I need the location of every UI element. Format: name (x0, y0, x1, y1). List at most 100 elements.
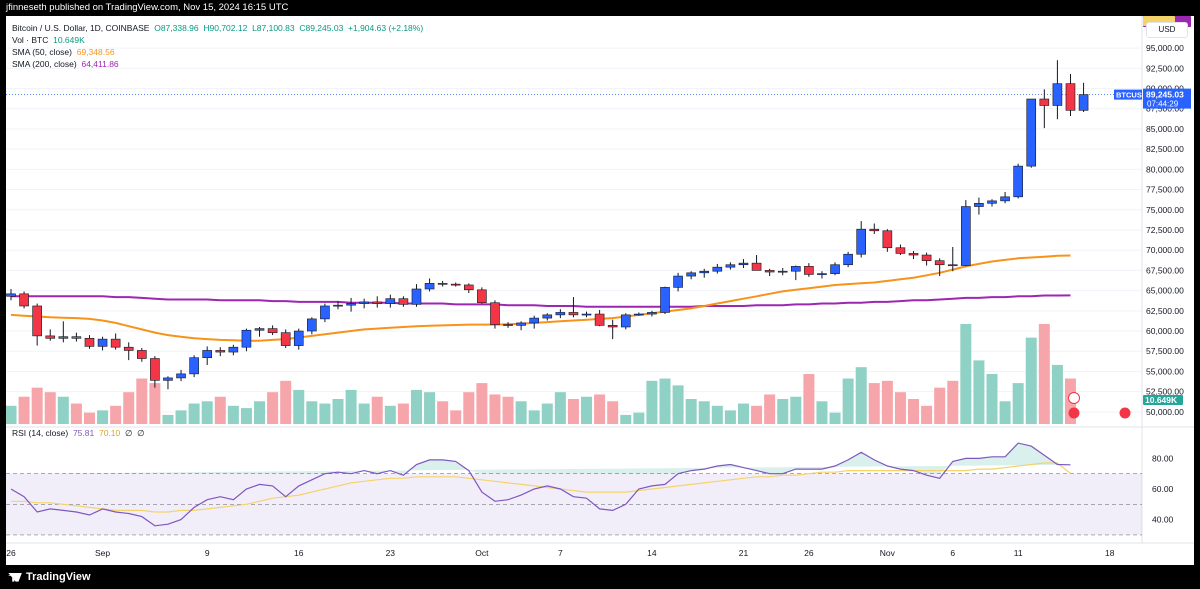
candle-body (555, 312, 566, 316)
price-tick-label: 72,500.00 (1146, 225, 1184, 235)
candle-body (725, 264, 736, 268)
rsi-axis: 80.00 60.00 40.00 (1152, 453, 1174, 524)
candle-body (686, 272, 696, 277)
volume-bar (894, 392, 906, 424)
last-price-text: 89,245.03 (1146, 90, 1184, 100)
volume-bar (83, 412, 95, 424)
rsi-path (10, 442, 1071, 527)
candle-body (843, 253, 853, 266)
sma50-line (10, 254, 1071, 342)
candle (110, 333, 121, 350)
rsi-tick-label: 80.00 (1152, 453, 1174, 463)
volume-bar (724, 410, 736, 424)
candle-body (934, 260, 945, 266)
volume-bar (136, 378, 148, 424)
volume-bar (999, 401, 1011, 424)
candle-body (1013, 165, 1023, 198)
candle-body (987, 200, 997, 204)
candle-body (777, 270, 788, 273)
candle (934, 258, 945, 277)
candle (163, 376, 173, 390)
flag-icon (1119, 407, 1131, 419)
brand-name: TradingView (26, 571, 91, 583)
time-tick-label: 26 (6, 548, 16, 558)
candle-body (751, 262, 762, 271)
rsi-ma-value: 70.10 (98, 428, 121, 438)
candle (359, 298, 369, 309)
price-tick-label: 95,000.00 (1146, 43, 1184, 53)
candle-body (921, 254, 932, 261)
volume-bar (44, 392, 56, 424)
volume-bar (489, 394, 501, 424)
candle-body (1000, 196, 1010, 202)
volume-bar (175, 410, 187, 424)
rsi-legend: RSI (14, close) 75.81 70.10 ∅ ∅ (12, 428, 145, 439)
candle (1000, 191, 1010, 204)
candle-body (163, 377, 173, 381)
currency-selector[interactable]: USD (1146, 22, 1188, 38)
candle-body (293, 330, 304, 346)
time-tick-label: Sep (95, 548, 110, 558)
volume-bar (410, 389, 422, 424)
candle (267, 325, 278, 336)
time-tick-label: 18 (1105, 548, 1115, 558)
candle (712, 263, 723, 274)
candle (137, 348, 147, 362)
volume-bar (764, 394, 776, 424)
grid (6, 16, 1194, 544)
chart-frame[interactable]: 95,000.00 92,500.00 90,000.00 87,500.00 85,0… (6, 16, 1194, 565)
candle-body (45, 335, 56, 339)
candle-body (228, 346, 239, 353)
candle (1065, 73, 1076, 116)
candle (424, 278, 435, 292)
candle (869, 223, 880, 235)
candle-body (137, 350, 147, 359)
candle-body (241, 329, 252, 348)
candle-body (830, 264, 840, 274)
candle (751, 255, 762, 271)
volume-bar (188, 403, 200, 424)
price-tick-label: 67,500.00 (1146, 265, 1184, 275)
candle (385, 294, 396, 308)
volume-bar (528, 410, 540, 424)
candle-body (398, 298, 409, 305)
candle-body (1065, 83, 1076, 111)
candle (307, 317, 317, 335)
candle (817, 271, 827, 279)
volume-bar (855, 367, 867, 424)
candle-body (58, 336, 69, 339)
candle-body (202, 350, 212, 359)
candle-body (568, 312, 579, 316)
candle-body (908, 253, 919, 256)
candle (974, 197, 984, 215)
price-tick-label: 57,500.00 (1146, 346, 1184, 356)
volume-bar (240, 408, 252, 424)
candle (503, 322, 513, 328)
volume-bar (868, 383, 880, 424)
candle-body (150, 358, 160, 381)
candle-body (529, 317, 540, 324)
candle (97, 336, 108, 351)
price-tick-label: 90,000.00 (1146, 84, 1184, 94)
candle (725, 262, 736, 270)
time-tick-label: 23 (386, 548, 396, 558)
candle-body (620, 314, 631, 328)
tradingview-logo[interactable]: TradingView (8, 571, 91, 583)
volume-bar (6, 405, 17, 424)
price-tick-label: 85,000.00 (1146, 124, 1184, 134)
volume-bar (1051, 364, 1063, 424)
candle (738, 259, 749, 268)
price-tick-label: 70,000.00 (1146, 245, 1184, 255)
candle (529, 315, 540, 329)
candle-body (869, 228, 880, 232)
volume-bar (541, 403, 553, 424)
candle (607, 319, 618, 340)
sma200-line (11, 294, 1071, 308)
candle (477, 287, 487, 304)
volume-bar (267, 392, 279, 424)
price-tick-label: 77,500.00 (1146, 185, 1184, 195)
candle-body (516, 322, 526, 326)
volume-bar (685, 399, 697, 424)
chart-svg[interactable]: 95,000.00 92,500.00 90,000.00 87,500.00 85,0… (6, 16, 1194, 565)
volume-bar (384, 405, 396, 424)
